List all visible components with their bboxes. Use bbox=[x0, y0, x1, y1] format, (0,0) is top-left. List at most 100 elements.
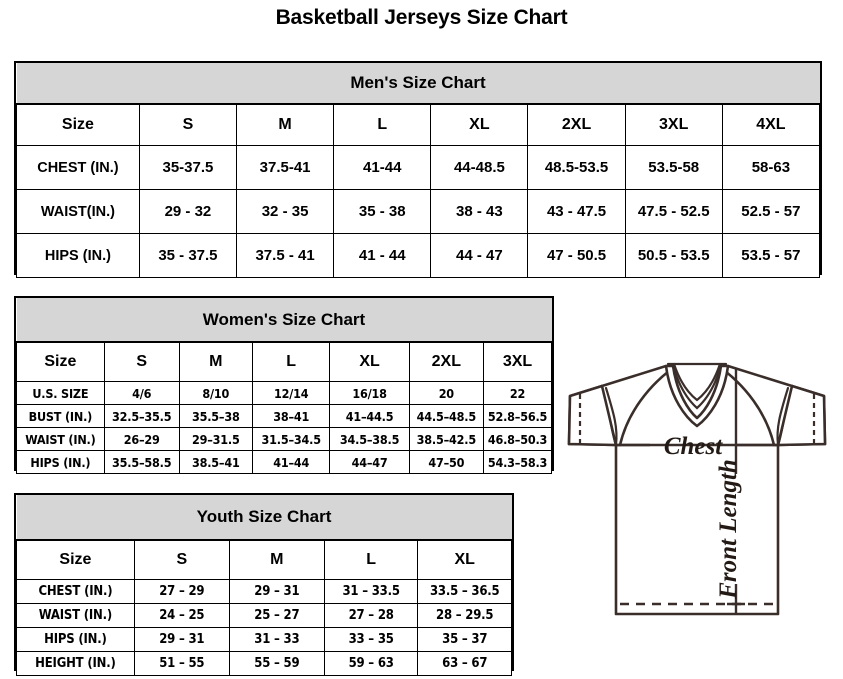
youth-row-label-waist: WAIST (IN.) bbox=[16, 603, 135, 628]
table-row: WAIST (IN.) 24 – 25 25 – 27 27 – 28 28 –… bbox=[16, 603, 512, 628]
womens-col-l: L bbox=[251, 341, 331, 382]
mens-hips-s: 35 - 37.5 bbox=[138, 233, 238, 278]
mens-waist-3xl: 47.5 - 52.5 bbox=[624, 189, 723, 234]
youth-band-row: Youth Size Chart bbox=[16, 495, 512, 541]
youth-row-label-chest: CHEST (IN.) bbox=[16, 579, 135, 604]
mens-chest-4xl: 58-63 bbox=[721, 145, 821, 190]
youth-size-chart: Youth Size Chart Size S M L XL CHEST (IN… bbox=[14, 493, 514, 676]
youth-row-label-height: HEIGHT (IN.) bbox=[16, 651, 135, 676]
youth-chest-m: 29 – 31 bbox=[228, 579, 325, 604]
mens-chest-xl: 44-48.5 bbox=[430, 145, 529, 190]
youth-header-row: Size S M L XL bbox=[16, 539, 512, 580]
womens-us-size-s: 4/6 bbox=[103, 381, 180, 405]
mens-hips-xl: 44 - 47 bbox=[430, 233, 529, 278]
mens-waist-s: 29 - 32 bbox=[138, 189, 238, 234]
womens-bust-3xl: 52.8–56.5 bbox=[483, 404, 552, 428]
mens-chest-l: 41-44 bbox=[333, 145, 432, 190]
womens-hips-xl: 44–47 bbox=[329, 450, 410, 474]
youth-col-size: Size bbox=[16, 539, 135, 580]
mens-waist-2xl: 43 - 47.5 bbox=[527, 189, 626, 234]
womens-col-size: Size bbox=[16, 341, 105, 382]
womens-us-size-m: 8/10 bbox=[178, 381, 253, 405]
youth-height-s: 51 – 55 bbox=[133, 651, 230, 676]
youth-height-m: 55 – 59 bbox=[228, 651, 325, 676]
jersey-left-armhole bbox=[604, 386, 618, 447]
youth-waist-m: 25 – 27 bbox=[228, 603, 325, 628]
mens-col-size: Size bbox=[16, 103, 140, 146]
mens-chest-s: 35-37.5 bbox=[138, 145, 238, 190]
womens-row-label-bust: BUST (IN.) bbox=[16, 404, 105, 428]
womens-band-row: Women's Size Chart bbox=[16, 298, 552, 343]
womens-waist-m: 29–31.5 bbox=[178, 427, 253, 451]
mens-waist-m: 32 - 35 bbox=[235, 189, 335, 234]
womens-col-xl: XL bbox=[329, 341, 410, 382]
womens-bust-2xl: 44.5–48.5 bbox=[408, 404, 485, 428]
womens-row-label-waist: WAIST (IN.) bbox=[16, 427, 105, 451]
mens-row-label-chest: CHEST (IN.) bbox=[16, 145, 140, 190]
mens-chest-3xl: 53.5-58 bbox=[624, 145, 723, 190]
mens-hips-m: 37.5 - 41 bbox=[235, 233, 335, 278]
mens-waist-xl: 38 - 43 bbox=[430, 189, 529, 234]
table-row: HIPS (IN.) 29 – 31 31 – 33 33 – 35 35 – … bbox=[16, 627, 512, 652]
womens-hips-s: 35.5–58.5 bbox=[103, 450, 180, 474]
mens-col-s: S bbox=[138, 103, 238, 146]
womens-bust-s: 32.5–35.5 bbox=[103, 404, 180, 428]
mens-row-label-waist: WAIST(IN.) bbox=[16, 189, 140, 234]
womens-size-chart: Women's Size Chart Size S M L XL 2XL 3XL… bbox=[14, 296, 554, 474]
womens-hips-3xl: 54.3–58.3 bbox=[483, 450, 552, 474]
mens-size-chart: Men's Size Chart Size S M L XL 2XL 3XL 4… bbox=[14, 61, 822, 278]
mens-col-m: M bbox=[235, 103, 335, 146]
womens-hips-m: 38.5–41 bbox=[178, 450, 253, 474]
mens-header-row: Size S M L XL 2XL 3XL 4XL bbox=[16, 103, 821, 146]
mens-chest-m: 37.5-41 bbox=[235, 145, 335, 190]
jersey-collar-band-2 bbox=[672, 362, 722, 402]
womens-waist-s: 26–29 bbox=[103, 427, 180, 451]
youth-chest-xl: 33.5 – 36.5 bbox=[417, 579, 512, 604]
youth-waist-xl: 28 – 29.5 bbox=[417, 603, 512, 628]
mens-col-xl: XL bbox=[430, 103, 529, 146]
chest-label: Chest bbox=[664, 433, 723, 460]
jersey-neckline-outer bbox=[664, 364, 730, 428]
womens-col-s: S bbox=[103, 341, 180, 382]
table-row: CHEST (IN.) 27 – 29 29 – 31 31 – 33.5 33… bbox=[16, 579, 512, 604]
mens-chest-2xl: 48.5-53.5 bbox=[527, 145, 626, 190]
mens-col-2xl: 2XL bbox=[527, 103, 626, 146]
womens-col-2xl: 2XL bbox=[408, 341, 485, 382]
womens-bust-xl: 41–44.5 bbox=[329, 404, 410, 428]
jersey-right-armhole bbox=[776, 386, 790, 447]
youth-hips-s: 29 – 31 bbox=[133, 627, 230, 652]
youth-waist-s: 24 – 25 bbox=[133, 603, 230, 628]
youth-chest-s: 27 – 29 bbox=[133, 579, 230, 604]
womens-waist-l: 31.5–34.5 bbox=[251, 427, 331, 451]
womens-row-label-us-size: U.S. SIZE bbox=[16, 381, 105, 405]
youth-col-m: M bbox=[228, 539, 325, 580]
mens-col-l: L bbox=[333, 103, 432, 146]
youth-waist-l: 27 – 28 bbox=[323, 603, 419, 628]
mens-hips-4xl: 53.5 - 57 bbox=[721, 233, 821, 278]
womens-us-size-2xl: 20 bbox=[408, 381, 485, 405]
youth-hips-m: 31 – 33 bbox=[228, 627, 325, 652]
mens-waist-l: 35 - 38 bbox=[333, 189, 432, 234]
youth-row-label-hips: HIPS (IN.) bbox=[16, 627, 135, 652]
jersey-body-shape bbox=[614, 443, 780, 616]
mens-row-label-hips: HIPS (IN.) bbox=[16, 233, 140, 278]
mens-hips-l: 41 - 44 bbox=[333, 233, 432, 278]
youth-size-table: Youth Size Chart Size S M L XL CHEST (IN… bbox=[16, 495, 512, 676]
womens-col-m: M bbox=[178, 341, 253, 382]
youth-col-s: S bbox=[133, 539, 230, 580]
womens-row-label-hips: HIPS (IN.) bbox=[16, 450, 105, 474]
womens-us-size-3xl: 22 bbox=[483, 381, 552, 405]
mens-waist-4xl: 52.5 - 57 bbox=[721, 189, 821, 234]
mens-band-title: Men's Size Chart bbox=[16, 63, 820, 105]
youth-col-l: L bbox=[323, 539, 419, 580]
table-row: U.S. SIZE 4/6 8/10 12/14 16/18 20 22 bbox=[16, 381, 552, 405]
womens-header-row: Size S M L XL 2XL 3XL bbox=[16, 341, 552, 382]
table-row: BUST (IN.) 32.5–35.5 35.5–38 38–41 41–44… bbox=[16, 404, 552, 428]
table-row: CHEST (IN.) 35-37.5 37.5-41 41-44 44-48.… bbox=[16, 145, 821, 190]
mens-col-4xl: 4XL bbox=[721, 103, 821, 146]
womens-bust-m: 35.5–38 bbox=[178, 404, 253, 428]
womens-waist-2xl: 38.5–42.5 bbox=[408, 427, 485, 451]
jersey-measurement-diagram: Chest Front Length bbox=[528, 356, 838, 656]
womens-hips-l: 41–44 bbox=[251, 450, 331, 474]
jersey-collar-band-1 bbox=[672, 367, 722, 410]
